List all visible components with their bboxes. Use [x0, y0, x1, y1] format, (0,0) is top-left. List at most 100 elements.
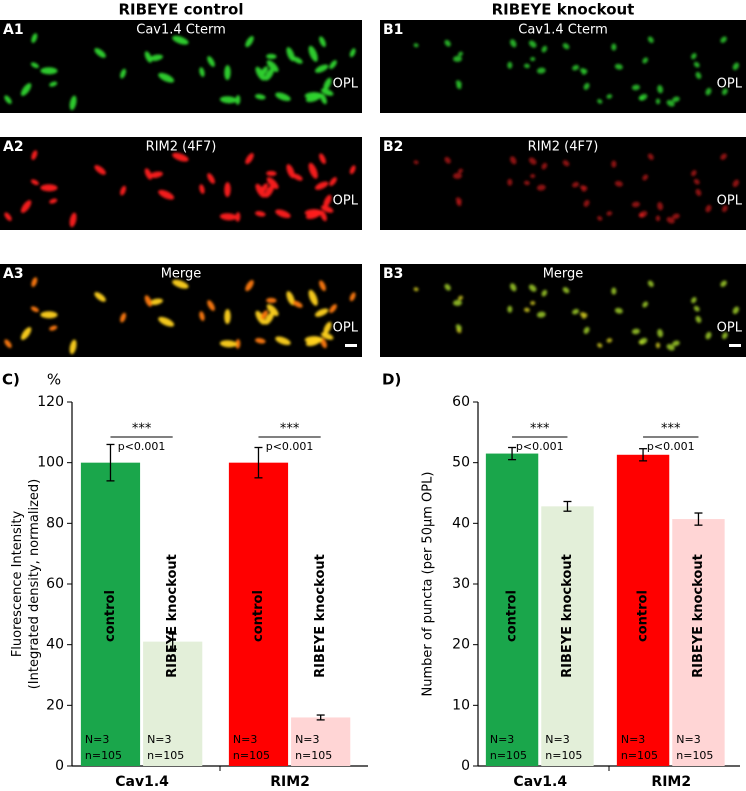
- punctum: [721, 205, 728, 213]
- y-tick-label: 40: [452, 515, 470, 531]
- punctum: [264, 68, 274, 81]
- punctum: [349, 165, 356, 175]
- y-tick-label: 80: [46, 515, 64, 531]
- punctum: [275, 92, 291, 102]
- punctum: [732, 179, 740, 188]
- punctum: [453, 172, 463, 179]
- punctum: [120, 185, 127, 196]
- y-axis-label: (Integrated density, normalized): [27, 479, 42, 690]
- column-title: RIBEYE control: [118, 1, 243, 19]
- punctum: [266, 297, 277, 304]
- panel-caption: RIM2 (4F7): [146, 140, 217, 155]
- punctum: [606, 94, 613, 99]
- punctum: [266, 304, 279, 316]
- punctum: [235, 339, 241, 349]
- punctum: [562, 160, 570, 167]
- punctum: [4, 339, 12, 348]
- punctum: [721, 332, 728, 340]
- puncta: [4, 150, 356, 228]
- punctum: [523, 63, 530, 69]
- significance-stars: ***: [530, 422, 550, 437]
- punctum: [455, 197, 462, 204]
- punctum: [530, 57, 536, 62]
- punctum: [642, 174, 649, 181]
- bar: [143, 641, 203, 766]
- punctum: [4, 95, 12, 104]
- y-unit: %: [47, 371, 61, 389]
- punctum: [292, 56, 303, 64]
- bar-note: N=3: [490, 733, 514, 746]
- punctum: [655, 342, 661, 349]
- puncta: [413, 280, 740, 351]
- punctum: [120, 68, 127, 79]
- punctum: [158, 189, 175, 200]
- punctum: [583, 82, 590, 90]
- punctum: [597, 216, 603, 221]
- punctum: [266, 60, 279, 72]
- error-bar: [694, 512, 703, 526]
- punctum: [693, 178, 700, 185]
- punctum: [329, 304, 337, 314]
- bar: [80, 462, 141, 766]
- x-tick-label: RIM2: [270, 774, 310, 790]
- scale-bar: [345, 344, 357, 347]
- punctum: [149, 54, 163, 62]
- y-tick-label: 50: [452, 455, 470, 471]
- punctum: [323, 194, 332, 208]
- punctum: [31, 33, 38, 44]
- bar-label: control: [505, 590, 520, 642]
- bar: [541, 506, 594, 766]
- punctum: [49, 81, 58, 87]
- punctum: [219, 213, 237, 221]
- column-title: RIBEYE knockout: [492, 1, 635, 19]
- punctum: [507, 61, 513, 69]
- punctum: [597, 99, 603, 104]
- punctum: [657, 202, 664, 211]
- punctum: [264, 312, 274, 325]
- punctum: [541, 289, 548, 297]
- y-tick-label: 60: [452, 394, 470, 410]
- significance-p: p<0.001: [516, 440, 564, 453]
- bar: [485, 453, 539, 766]
- error-bar: [508, 446, 517, 461]
- error-bar: [316, 714, 325, 721]
- punctum: [693, 305, 700, 312]
- punctum: [94, 292, 106, 302]
- y-tick-label: 100: [37, 455, 64, 471]
- punctum: [536, 67, 546, 74]
- punctum: [31, 277, 38, 288]
- x-tick-label: Cav1.4: [513, 774, 567, 790]
- punctum: [320, 332, 334, 340]
- punctum: [691, 53, 697, 60]
- punctum: [224, 65, 231, 81]
- punctum: [329, 60, 337, 70]
- punctum: [40, 184, 58, 192]
- punctum: [562, 43, 570, 50]
- significance-p: p<0.001: [266, 440, 314, 453]
- punctum: [657, 85, 664, 94]
- punctum: [705, 331, 712, 340]
- punctum: [207, 56, 215, 67]
- punctum: [286, 164, 295, 179]
- punctum: [319, 36, 326, 48]
- punctum: [304, 336, 323, 344]
- bar-note: N=3: [147, 733, 171, 746]
- punctum: [308, 162, 318, 179]
- panel-caption: Cav1.4 Cterm: [518, 23, 608, 38]
- punctum: [457, 168, 463, 174]
- panel-label: C): [2, 371, 20, 389]
- punctum: [260, 310, 269, 320]
- bar-label: control: [636, 590, 651, 642]
- punctum: [49, 325, 58, 331]
- punctum: [631, 84, 640, 91]
- punctum: [149, 298, 163, 306]
- punctum: [536, 311, 546, 318]
- punctum: [523, 307, 530, 313]
- punctum: [695, 315, 702, 323]
- punctum: [30, 306, 39, 313]
- punctum: [20, 200, 32, 213]
- punctum: [158, 316, 175, 327]
- punctum: [219, 340, 237, 348]
- punctum: [672, 213, 680, 220]
